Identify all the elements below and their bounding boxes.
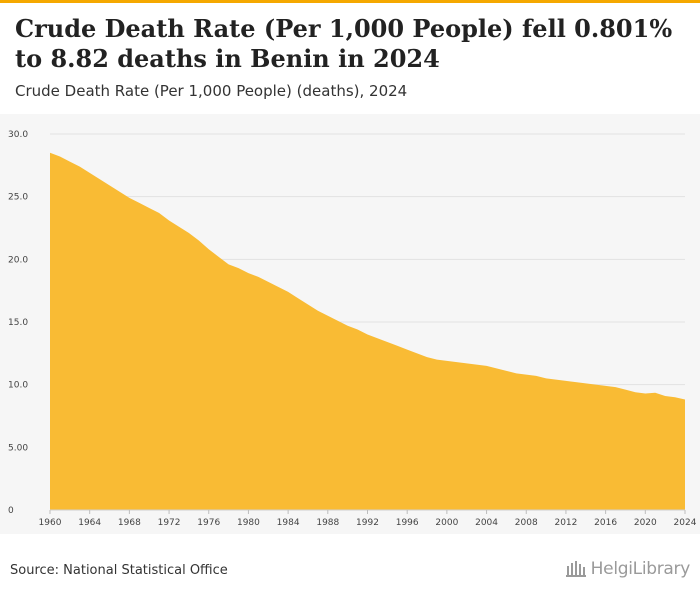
x-tick-label: 1972 <box>158 518 181 528</box>
x-tick-label: 2008 <box>515 518 538 528</box>
y-tick-label: 30.0 <box>8 130 28 140</box>
y-tick-label: 10.0 <box>8 381 28 391</box>
x-tick-label: 2000 <box>435 518 458 528</box>
x-tick-label: 2004 <box>475 518 498 528</box>
accent-top-bar <box>0 0 700 3</box>
x-tick-label: 1976 <box>197 518 220 528</box>
y-tick-label: 25.0 <box>8 193 28 203</box>
helgi-library-logo[interactable]: HelgiLibrary <box>565 559 690 579</box>
area-series-fill <box>50 152 685 511</box>
page-title: Crude Death Rate (Per 1,000 People) fell… <box>15 14 673 73</box>
x-tick-label: 1996 <box>396 518 419 528</box>
y-tick-label: 0 <box>8 506 14 516</box>
x-tick-label: 1964 <box>78 518 101 528</box>
x-tick-label: 2012 <box>554 518 577 528</box>
y-tick-label: 20.0 <box>8 255 28 265</box>
x-tick-label: 1960 <box>39 518 62 528</box>
area-chart: 0 5.00 10.0 15.0 20.0 25.0 30.0 1960 1964 1968 197… <box>8 130 697 528</box>
y-tick-label: 15.0 <box>8 318 28 328</box>
x-tick-label: 1968 <box>118 518 141 528</box>
x-tick-label: 2024 <box>674 518 697 528</box>
chart-subtitle: Crude Death Rate (Per 1,000 People) (dea… <box>15 82 408 100</box>
x-tick-label: 1980 <box>237 518 260 528</box>
logo-text: HelgiLibrary <box>590 559 691 579</box>
x-tick-label: 2020 <box>634 518 657 528</box>
x-tick-label: 1992 <box>356 518 379 528</box>
x-tick-label: 1988 <box>316 518 339 528</box>
y-tick-label: 5.00 <box>8 443 28 453</box>
chart-area: 0 5.00 10.0 15.0 20.0 25.0 30.0 1960 1964 1968 197… <box>0 114 700 534</box>
x-tick-label: 2016 <box>594 518 617 528</box>
library-building-icon <box>565 561 586 577</box>
x-tick-label: 1984 <box>277 518 300 528</box>
source-note: Source: National Statistical Office <box>10 563 228 578</box>
